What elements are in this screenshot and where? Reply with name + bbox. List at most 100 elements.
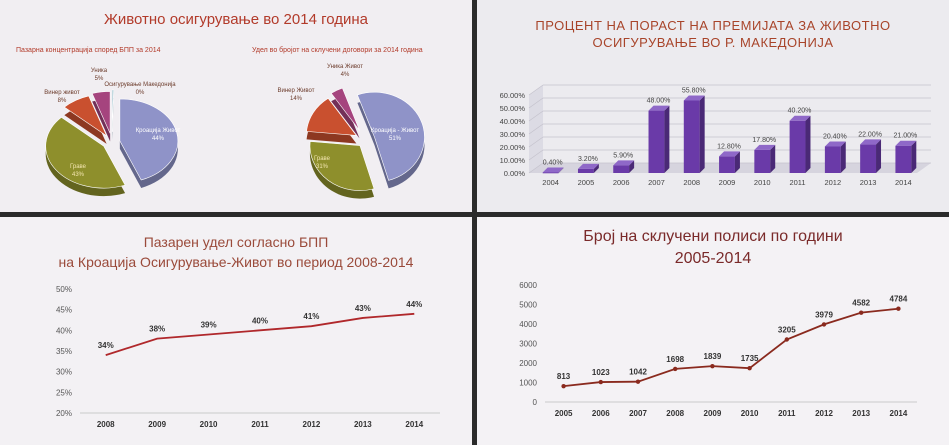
- x-tick-label: 2013: [354, 420, 372, 429]
- bar-value-label: 20.40%: [823, 133, 847, 140]
- pie2-slice-label: Кроација - Живот 51%: [371, 128, 420, 142]
- premium-growth-bar-chart: ПРОЦЕНТ НА ПОРАСТ НА ПРЕМИЈАТА ЗА ЖИВОТН…: [500, 18, 931, 187]
- y-tick-label: 40.00%: [500, 117, 526, 126]
- pie2-slice-side: [331, 96, 360, 139]
- bar: [683, 100, 700, 173]
- bar-value-label: 48.00%: [647, 98, 671, 105]
- x-tick-label: 2011: [789, 178, 805, 187]
- x-tick-label: 2008: [683, 178, 700, 187]
- bar-value-label: 5.90%: [613, 152, 633, 159]
- pie1-slice: [91, 91, 111, 134]
- y-tick-label: 20.00%: [500, 143, 526, 152]
- data-point: [821, 322, 827, 327]
- bar-value-label: 21.00%: [893, 133, 917, 140]
- pie1-slice-label: Винер живот 8%: [44, 90, 80, 104]
- x-tick-label: 2014: [890, 409, 908, 418]
- series-line: [563, 307, 899, 388]
- data-label: 39%: [201, 320, 217, 329]
- pie1-slice: [119, 98, 179, 181]
- pie2-slice-label: Уника Живот 4%: [327, 64, 363, 78]
- gridline-side: [528, 110, 544, 122]
- y-tick-label: 50%: [56, 285, 72, 294]
- data-point: [784, 337, 789, 342]
- data-point: [710, 363, 715, 369]
- data-label: 1023: [592, 368, 610, 377]
- data-label: 43%: [355, 304, 371, 313]
- bar-side: [593, 163, 599, 173]
- data-label: 34%: [98, 341, 114, 350]
- x-tick-label: 2006: [613, 178, 630, 187]
- y-tick-label: 6000: [519, 281, 537, 290]
- bar-top: [789, 115, 811, 121]
- bar-side: [734, 151, 740, 173]
- bar-value-label: 17.80%: [752, 137, 776, 144]
- pie-charts: Животно осигурување во 2014 година Пазарн…: [16, 11, 425, 199]
- data-label: 44%: [406, 300, 422, 309]
- data-label: 4582: [852, 299, 870, 308]
- bar-top: [577, 163, 599, 169]
- pie1-slice: [45, 116, 126, 189]
- bar-top: [824, 141, 846, 147]
- data-label: 41%: [303, 312, 319, 321]
- x-tick-label: 2004: [542, 178, 559, 187]
- y-tick-label: 4000: [519, 320, 537, 329]
- bar: [754, 149, 771, 173]
- pie2-slice-label: Граве 31%: [314, 156, 331, 170]
- bar-value-label: 0.40%: [543, 159, 563, 166]
- x-tick-label: 2013: [852, 409, 870, 418]
- data-label: 1698: [666, 355, 684, 364]
- x-tick-label: 2010: [754, 178, 771, 187]
- y-tick-label: 5000: [519, 301, 537, 310]
- y-tick-label: 0.00%: [504, 169, 526, 178]
- pie2-slice-label: Винер Живот 14%: [278, 88, 315, 102]
- bar-side: [876, 139, 882, 173]
- data-point: [896, 306, 901, 311]
- x-tick-label: 2010: [200, 420, 218, 429]
- data-point: [635, 379, 641, 384]
- bar: [895, 145, 912, 173]
- y-tick-label: 3000: [519, 340, 537, 349]
- series-line: [105, 312, 415, 356]
- bar-side: [911, 140, 917, 173]
- x-tick-label: 2008: [97, 420, 115, 429]
- data-label: 3979: [815, 310, 833, 319]
- bar: [789, 120, 806, 173]
- bar-top: [542, 167, 564, 173]
- x-tick-label: 2009: [704, 409, 722, 418]
- data-point: [859, 310, 864, 315]
- data-label: 813: [557, 372, 571, 381]
- data-point: [561, 383, 566, 389]
- bar: [719, 156, 735, 173]
- bar-side: [699, 95, 705, 173]
- pie2-slice: [306, 97, 358, 136]
- market-share-line-chart: Пазарен удел согласно БПП на Кроација Оси…: [56, 234, 440, 429]
- chart-title: Број на склучени полиси по години 2005-20…: [583, 228, 842, 267]
- pie2-slice: [309, 141, 375, 191]
- x-tick-label: 2008: [666, 409, 684, 418]
- bar-side: [840, 141, 846, 173]
- gridline-side: [528, 162, 544, 174]
- pie2-slice: [357, 91, 425, 181]
- bar-value-label: 22.00%: [858, 131, 882, 138]
- pie1-subtitle: Пазарна концентрација според БПП за 2014: [16, 47, 161, 54]
- x-tick-label: 2012: [815, 409, 833, 418]
- bar: [648, 110, 665, 173]
- pie1-slice: [63, 95, 108, 137]
- x-tick-label: 2005: [555, 409, 573, 418]
- bar: [613, 165, 630, 173]
- bar: [860, 144, 877, 173]
- gridline-side: [528, 84, 544, 96]
- gridline-side: [528, 123, 544, 135]
- y-tick-label: 30%: [56, 368, 72, 377]
- data-label: 40%: [252, 316, 268, 325]
- x-tick-label: 2013: [860, 178, 877, 187]
- data-label: 4784: [890, 295, 908, 304]
- bar-value-label: 3.20%: [578, 156, 598, 163]
- pie2-subtitle: Удел во бројот на склучени договори за 2…: [252, 46, 423, 54]
- x-tick-label: 2009: [148, 420, 166, 429]
- bar-side: [770, 144, 776, 173]
- pie1-slice-label: Осигурување Македонија 0%: [104, 82, 176, 96]
- data-label: 1042: [629, 368, 647, 377]
- data-point: [673, 366, 678, 372]
- gridline-side: [528, 136, 544, 148]
